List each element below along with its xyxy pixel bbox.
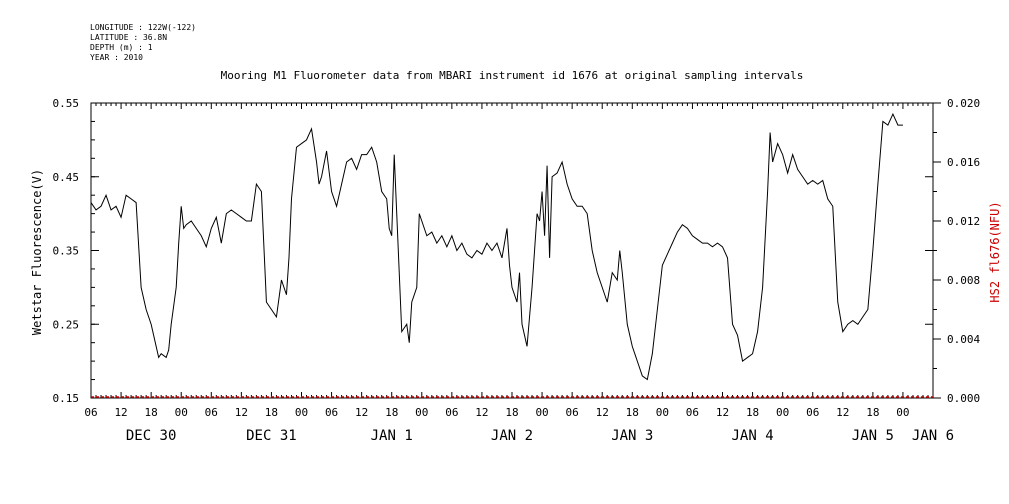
y-axis-label-right: HS2 fl676(NFU) [988,201,1002,302]
x-tick-label: 06 [325,406,338,419]
x-tick-label: 00 [896,406,909,419]
x-tick-label: 12 [716,406,729,419]
x-tick-label: 18 [626,406,639,419]
x-tick-label: 06 [686,406,699,419]
metadata-longitude: LONGITUDE : 122W(-122) [90,23,196,32]
x-tick-label: 12 [475,406,488,419]
y-axis-right: 0.020 0.016 0.012 0.008 0.004 0.000 [933,97,980,405]
x-day-label: JAN 3 [611,428,653,444]
x-tick-label: 00 [175,406,188,419]
x-tick-label: 12 [836,406,849,419]
x-tick-label: 06 [806,406,819,419]
metadata-depth: DEPTH (m) : 1 [90,43,153,52]
x-day-label: JAN 6 [912,428,954,444]
x-day-label: DEC 31 [246,428,297,444]
x-tick-label: 12 [355,406,368,419]
x-day-label: JAN 4 [731,428,773,444]
x-tick-label: 06 [566,406,579,419]
chart-title: Mooring M1 Fluorometer data from MBARI i… [221,69,804,82]
x-tick-label: 00 [656,406,669,419]
y-tick-label-right: 0.000 [947,392,980,405]
y-tick-label-left: 0.15 [53,392,80,405]
y-tick-label-left: 0.35 [53,245,80,258]
plot-frame [90,102,934,399]
x-tick-label: 12 [114,406,127,419]
x-tick-label: 06 [205,406,218,419]
series-line-wetstar [90,112,903,381]
x-tick-label: 12 [235,406,248,419]
x-day-label: DEC 30 [126,428,177,444]
x-axis: 06 12 18 00 06 12 18 00 06 12 18 00 06 12 18 00 06 12 18 00… [84,103,954,444]
metadata-latitude: LATITUDE : 36.8N [90,33,167,42]
y-tick-label-right: 0.016 [947,156,980,169]
x-tick-label: 06 [445,406,458,419]
x-tick-label: 18 [505,406,518,419]
x-tick-label: 12 [596,406,609,419]
y-tick-label-left: 0.25 [53,318,80,331]
y-tick-label-right: 0.008 [947,274,980,287]
x-day-label: JAN 2 [491,428,533,444]
y-tick-label-right: 0.020 [947,97,980,110]
x-tick-label: 00 [535,406,548,419]
y-axis-label-left: Wetstar Fluorescence(V) [30,169,44,335]
y-tick-label-right: 0.004 [947,333,980,346]
x-tick-label: 00 [415,406,428,419]
x-tick-label: 18 [746,406,759,419]
x-tick-label: 00 [776,406,789,419]
y-tick-label-left: 0.45 [53,171,80,184]
x-tick-label: 18 [265,406,278,419]
x-tick-label: 18 [866,406,879,419]
y-axis-left: 0.55 0.45 0.35 0.25 0.15 [53,97,933,405]
x-day-label: JAN 1 [371,428,413,444]
series-layer [90,112,933,398]
metadata-year: YEAR : 2010 [90,53,143,62]
x-tick-label: 06 [84,406,97,419]
x-tick-label: 18 [145,406,158,419]
x-day-label: JAN 5 [852,428,894,444]
y-tick-label-left: 0.55 [53,97,80,110]
x-tick-label: 18 [385,406,398,419]
y-tick-label-right: 0.012 [947,215,980,228]
x-tick-label: 00 [295,406,308,419]
